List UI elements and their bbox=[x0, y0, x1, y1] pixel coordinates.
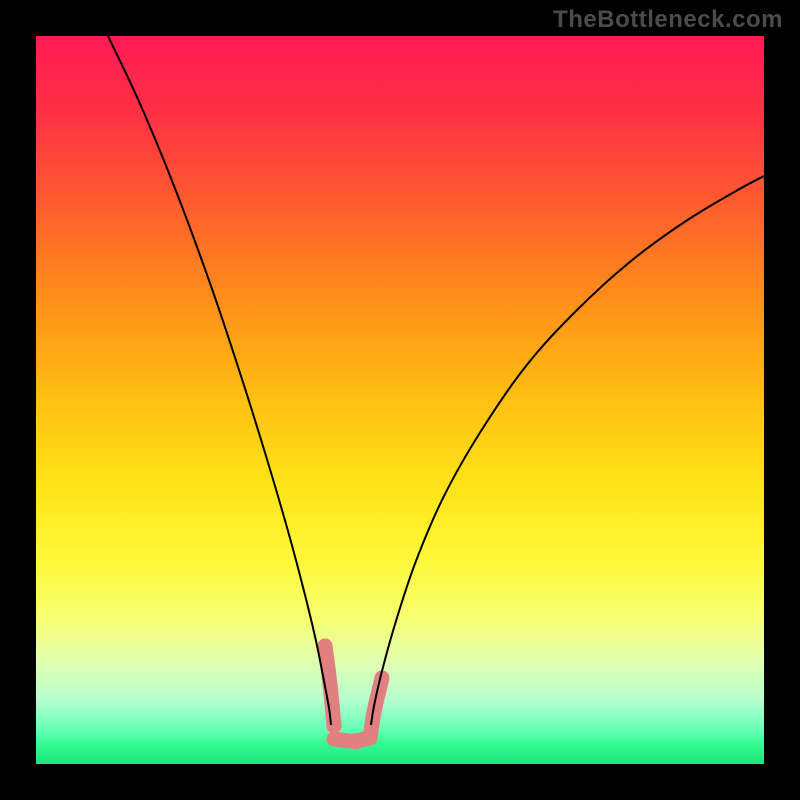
gradient-background bbox=[36, 36, 764, 764]
plot-svg bbox=[36, 36, 764, 764]
accent-dot-0 bbox=[318, 639, 333, 654]
plot-area bbox=[36, 36, 764, 764]
accent-dot-3 bbox=[327, 719, 342, 734]
accent-dot-5 bbox=[349, 735, 364, 750]
accent-dot-4 bbox=[335, 733, 350, 748]
watermark-text: TheBottleneck.com bbox=[553, 6, 783, 34]
chart-frame: TheBottleneck.com bbox=[0, 0, 800, 800]
accent-dot-6 bbox=[363, 731, 378, 746]
